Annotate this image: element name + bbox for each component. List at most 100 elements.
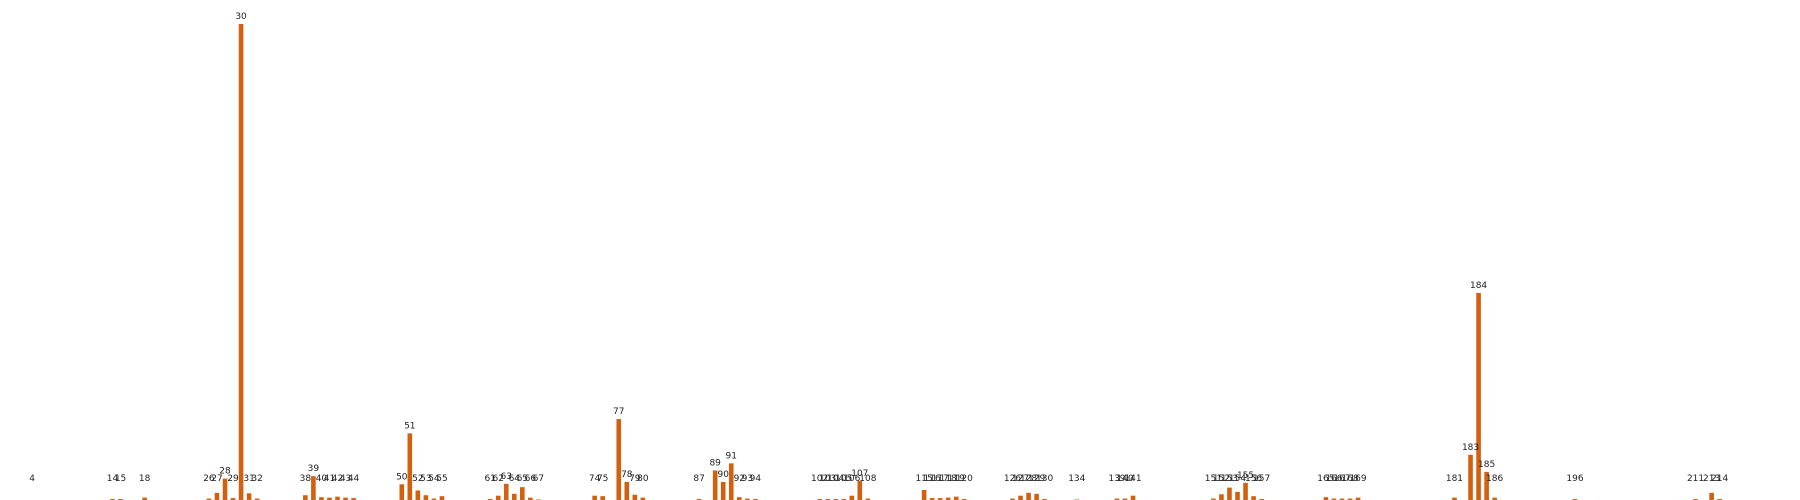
bar-118: [945, 497, 951, 500]
bar-label-26: 26: [203, 474, 215, 484]
bar-54: [431, 498, 437, 500]
bar-label-4: 4: [29, 474, 35, 484]
bar-80: [640, 497, 646, 500]
bar-label-29: 29: [227, 474, 239, 484]
bar-label-130: 130: [1036, 474, 1053, 484]
bar-label-181: 181: [1446, 474, 1463, 484]
bar-155: [1243, 482, 1248, 500]
bar-93: [745, 498, 750, 500]
bar-92: [736, 497, 742, 500]
bar-label-32: 32: [251, 474, 262, 484]
bar-65: [520, 487, 525, 500]
bar-label-183: 183: [1462, 443, 1479, 453]
bar-label-151: 151: [1205, 474, 1222, 484]
bar-label-108: 108: [859, 474, 876, 484]
bar-label-74: 74: [589, 474, 601, 484]
bar-label-41: 41: [324, 474, 335, 484]
bar-label-107: 107: [851, 469, 868, 479]
bar-label-196: 196: [1566, 474, 1583, 484]
bar-label-89: 89: [709, 458, 721, 468]
bar-label-55: 55: [436, 474, 447, 484]
bar-107: [857, 480, 863, 500]
bar-78: [624, 481, 630, 500]
bar-label-28: 28: [219, 467, 231, 477]
bar-153: [1227, 487, 1232, 500]
bar-117: [937, 498, 943, 500]
bar-label-105: 105: [835, 474, 852, 484]
bar-181: [1452, 497, 1457, 500]
bar-label-140: 140: [1116, 474, 1133, 484]
bar-label-104: 104: [827, 474, 844, 484]
bar-116: [929, 498, 935, 500]
bar-50: [399, 484, 405, 500]
bar-52: [415, 490, 421, 500]
bar-66: [528, 497, 533, 500]
bar-label-141: 141: [1124, 474, 1141, 484]
bar-label-211: 211: [1687, 474, 1704, 484]
bar-label-185: 185: [1478, 460, 1495, 470]
bar-62: [495, 495, 501, 500]
bar-label-77: 77: [613, 407, 624, 417]
bar-139: [1114, 498, 1120, 500]
bar-127: [1018, 495, 1023, 500]
bar-label-52: 52: [412, 474, 423, 484]
bars: [110, 24, 1722, 500]
bar-183: [1468, 454, 1473, 500]
bar-label-168: 168: [1341, 474, 1358, 484]
bar-label-186: 186: [1486, 474, 1503, 484]
bar-186: [1492, 497, 1497, 500]
bar-29: [230, 498, 236, 500]
bar-label-39: 39: [308, 464, 320, 474]
bar-label-118: 118: [940, 474, 957, 484]
bar-label-154: 154: [1229, 474, 1246, 484]
bar-91: [728, 463, 734, 500]
bar-63: [503, 483, 509, 500]
bar-label-53: 53: [420, 474, 431, 484]
bar-39: [311, 476, 316, 500]
bar-43: [343, 497, 348, 500]
bar-32: [254, 498, 260, 500]
bar-label-157: 157: [1253, 474, 1270, 484]
bar-label-165: 165: [1317, 474, 1334, 484]
bar-140: [1122, 498, 1128, 500]
bar-label-117: 117: [932, 474, 949, 484]
bar-label-153: 153: [1221, 474, 1238, 484]
bar-label-90: 90: [717, 470, 729, 480]
bar-115: [921, 490, 927, 500]
bar-42: [335, 496, 340, 500]
bar-label-214: 214: [1711, 474, 1728, 484]
bar-label-44: 44: [348, 474, 360, 484]
bar-label-14: 14: [107, 474, 119, 484]
bar-label-116: 116: [924, 474, 941, 484]
bar-label-40: 40: [316, 474, 328, 484]
bar-141: [1130, 495, 1136, 500]
bar-44: [351, 498, 356, 500]
bar-label-63: 63: [501, 472, 512, 482]
bar-label-115: 115: [916, 474, 933, 484]
bar-label-152: 152: [1213, 474, 1230, 484]
bar-label-31: 31: [243, 474, 254, 484]
bar-label-119: 119: [948, 474, 965, 484]
bar-152: [1219, 494, 1224, 500]
bar-label-43: 43: [340, 474, 351, 484]
bar-89: [712, 470, 718, 500]
bar-label-127: 127: [1012, 474, 1029, 484]
bar-label-166: 166: [1325, 474, 1342, 484]
bar-166: [1331, 498, 1337, 500]
bar-label-62: 62: [492, 474, 503, 484]
bar-label-42: 42: [332, 474, 343, 484]
bar-75: [600, 496, 605, 500]
bar-label-94: 94: [750, 474, 762, 484]
bar-label-126: 126: [1004, 474, 1021, 484]
bar-label-213: 213: [1703, 474, 1720, 484]
bar-label-79: 79: [629, 474, 641, 484]
bar-126: [1010, 498, 1015, 500]
bar-41: [327, 497, 332, 500]
bar-74: [592, 495, 597, 500]
bar-106: [849, 495, 855, 500]
bar-184: [1476, 292, 1481, 500]
bar-167: [1339, 498, 1345, 500]
bar-label-30: 30: [235, 12, 247, 22]
bar-label-184: 184: [1470, 281, 1487, 291]
